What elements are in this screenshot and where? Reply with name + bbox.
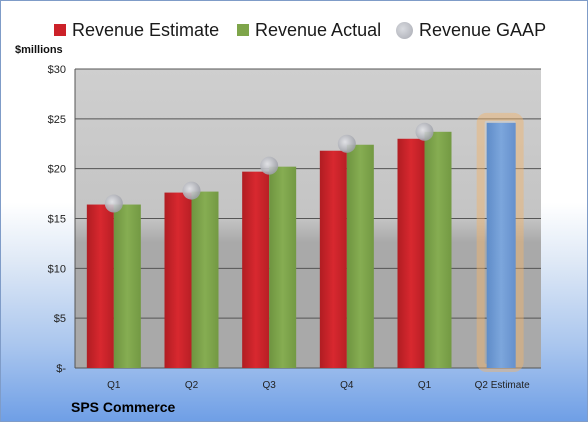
- legend-label-revenue-gaap: Revenue GAAP: [419, 19, 547, 40]
- y-axis-unit-label: $millions: [15, 44, 63, 56]
- legend-label-revenue-actual: Revenue Actual: [255, 19, 382, 40]
- bar-revenue-actual: [113, 204, 141, 368]
- company-name: SPS Commerce: [71, 399, 176, 415]
- y-tick-label: $15: [48, 214, 66, 226]
- legend-marker-revenue-gaap: [396, 21, 413, 39]
- point-revenue-gaap: [182, 181, 201, 200]
- x-tick-label: Q3: [262, 380, 276, 391]
- legend-swatch-revenue-actual: [237, 24, 249, 36]
- bar-q2-estimate: [486, 122, 516, 368]
- bar-revenue-actual: [191, 191, 219, 368]
- y-tick-label: $-: [56, 363, 66, 375]
- legend-swatch-revenue-estimate: [54, 24, 66, 36]
- bar-revenue-estimate: [319, 150, 347, 368]
- y-tick-label: $10: [48, 263, 66, 275]
- y-tick-label: $25: [48, 114, 66, 126]
- bar-revenue-estimate: [164, 192, 192, 368]
- legend-item-revenue-actual: Revenue Actual: [237, 15, 381, 45]
- x-tick-label: Q1: [418, 380, 432, 391]
- y-tick-label: $5: [54, 313, 66, 325]
- bar-revenue-estimate: [397, 138, 425, 368]
- point-revenue-gaap: [260, 156, 279, 175]
- chart-legend: Revenue Estimate Revenue Actual Revenue …: [1, 15, 588, 45]
- y-tick-label: $20: [48, 164, 66, 176]
- x-tick-label: Q2 Estimate: [475, 380, 530, 391]
- point-revenue-gaap: [337, 134, 356, 153]
- point-revenue-gaap: [415, 122, 434, 141]
- bar-revenue-estimate: [86, 204, 114, 368]
- legend-label-revenue-estimate: Revenue Estimate: [72, 19, 220, 40]
- x-tick-label: Q4: [340, 380, 354, 391]
- y-tick-label: $30: [48, 64, 66, 76]
- bar-revenue-actual: [269, 166, 297, 368]
- point-revenue-gaap: [104, 194, 123, 213]
- x-tick-label: Q2: [185, 380, 199, 391]
- bar-revenue-actual: [346, 144, 374, 368]
- legend-item-revenue-gaap: Revenue GAAP: [396, 15, 546, 45]
- legend-item-revenue-estimate: Revenue Estimate: [54, 15, 219, 45]
- bar-revenue-actual: [424, 131, 452, 368]
- x-tick-label: Q1: [107, 380, 121, 391]
- bar-revenue-estimate: [242, 171, 270, 368]
